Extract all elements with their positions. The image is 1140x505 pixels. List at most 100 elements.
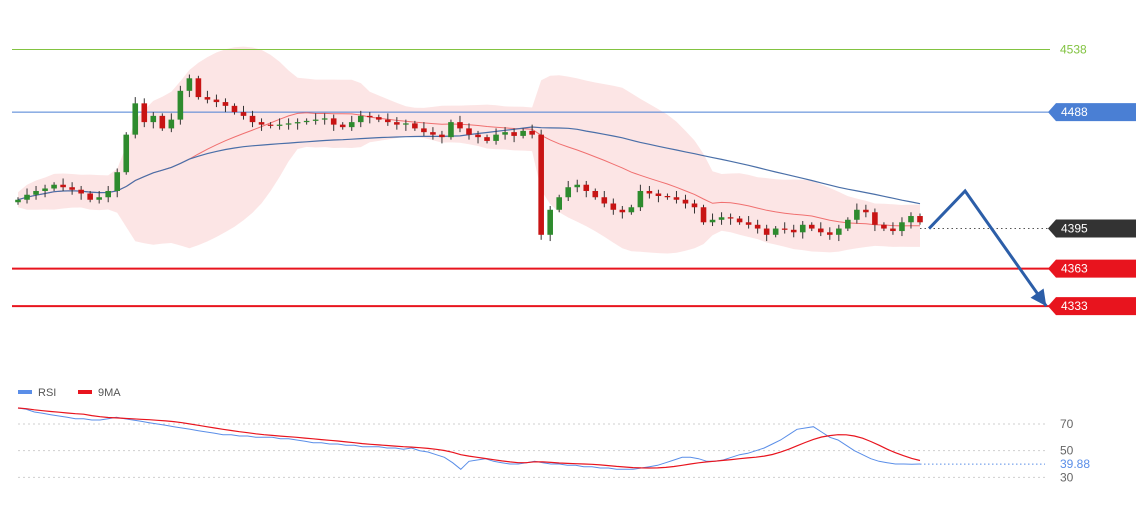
- candle: [845, 217, 851, 232]
- candle-body: [700, 207, 707, 223]
- candle-body: [673, 197, 680, 200]
- level-badge-text: 4395: [1061, 222, 1088, 236]
- candle: [168, 113, 175, 133]
- candle-body: [430, 132, 436, 135]
- candle: [24, 188, 30, 204]
- candle-body: [394, 122, 400, 125]
- candle: [917, 213, 923, 225]
- candle-body: [682, 199, 689, 204]
- candle-body: [772, 228, 779, 235]
- candle: [781, 222, 788, 234]
- candle: [556, 194, 562, 213]
- candle-body: [817, 228, 824, 233]
- candle-body: [249, 115, 256, 123]
- candle-body: [186, 78, 193, 91]
- level-badge-bg: [1048, 297, 1136, 316]
- candle: [854, 203, 860, 224]
- candle-body: [385, 119, 391, 123]
- candle: [466, 123, 472, 140]
- candle: [628, 204, 635, 215]
- candle-body: [899, 222, 905, 232]
- candle: [592, 188, 599, 200]
- candle-body: [421, 128, 427, 133]
- candle: [177, 85, 184, 125]
- candle: [348, 115, 355, 131]
- candle-body: [718, 217, 725, 220]
- candle-body: [42, 188, 48, 191]
- candle: [673, 190, 680, 204]
- candle: [691, 199, 698, 214]
- candle-body: [294, 122, 301, 124]
- candle-body: [285, 123, 292, 125]
- candle-body: [863, 209, 869, 213]
- candle-body: [854, 209, 860, 220]
- candle-body: [574, 184, 581, 188]
- candle: [366, 112, 373, 124]
- level-badge-4363: 4363: [1048, 259, 1136, 278]
- candle: [240, 105, 247, 120]
- candle: [872, 208, 878, 232]
- candle-body: [357, 115, 364, 123]
- candle: [583, 180, 590, 198]
- candle-body: [204, 97, 211, 100]
- candle: [231, 103, 238, 115]
- candle-body: [114, 172, 121, 191]
- candle: [421, 122, 427, 136]
- candle: [204, 90, 211, 104]
- candle: [60, 178, 66, 191]
- candle: [700, 204, 707, 225]
- candle: [430, 127, 436, 140]
- candle-body: [619, 209, 626, 213]
- level-badge-text: 4363: [1061, 262, 1088, 276]
- candle: [267, 122, 274, 129]
- candle: [574, 179, 581, 193]
- candle: [655, 189, 662, 203]
- candle-body: [484, 137, 490, 141]
- candle-body: [96, 197, 102, 200]
- candle: [222, 98, 229, 113]
- candle-body: [123, 134, 130, 173]
- candle: [502, 127, 508, 140]
- candle: [610, 198, 617, 215]
- rsi-tick-50: 50: [1060, 444, 1074, 458]
- candle: [213, 94, 220, 108]
- legend-swatch: [78, 390, 92, 394]
- candle-body: [412, 123, 418, 129]
- candle: [808, 222, 815, 232]
- candle-body: [60, 184, 66, 188]
- candle-body: [132, 103, 139, 135]
- candle: [538, 129, 544, 240]
- candle: [312, 113, 319, 125]
- candle-body: [881, 224, 887, 229]
- candle-body: [339, 124, 346, 128]
- candle-body: [231, 105, 238, 113]
- candle: [285, 118, 292, 130]
- candle: [150, 112, 157, 129]
- candle: [619, 206, 626, 219]
- level-label-4538: 4538: [1060, 43, 1087, 57]
- candle-body: [727, 217, 734, 219]
- candle: [339, 122, 346, 130]
- candle: [96, 190, 102, 204]
- candle-body: [448, 122, 454, 138]
- candle-body: [51, 184, 57, 189]
- candle-body: [15, 199, 21, 203]
- candle: [385, 113, 391, 126]
- candle: [330, 114, 337, 131]
- level-badge-bg: [1048, 103, 1136, 122]
- candle: [123, 132, 130, 175]
- level-badge-text: 4333: [1061, 299, 1088, 313]
- candle: [403, 119, 409, 131]
- candle-body: [610, 203, 617, 210]
- candle-body: [511, 132, 517, 136]
- candle: [908, 212, 914, 229]
- candle: [511, 128, 517, 143]
- candle: [294, 118, 301, 130]
- candle-body: [655, 193, 662, 196]
- candle: [547, 206, 553, 242]
- candle-body: [105, 190, 111, 198]
- candle-body: [258, 122, 265, 125]
- legend-label: 9MA: [98, 387, 121, 399]
- legend-label: RSI: [38, 387, 56, 399]
- candle: [890, 222, 896, 235]
